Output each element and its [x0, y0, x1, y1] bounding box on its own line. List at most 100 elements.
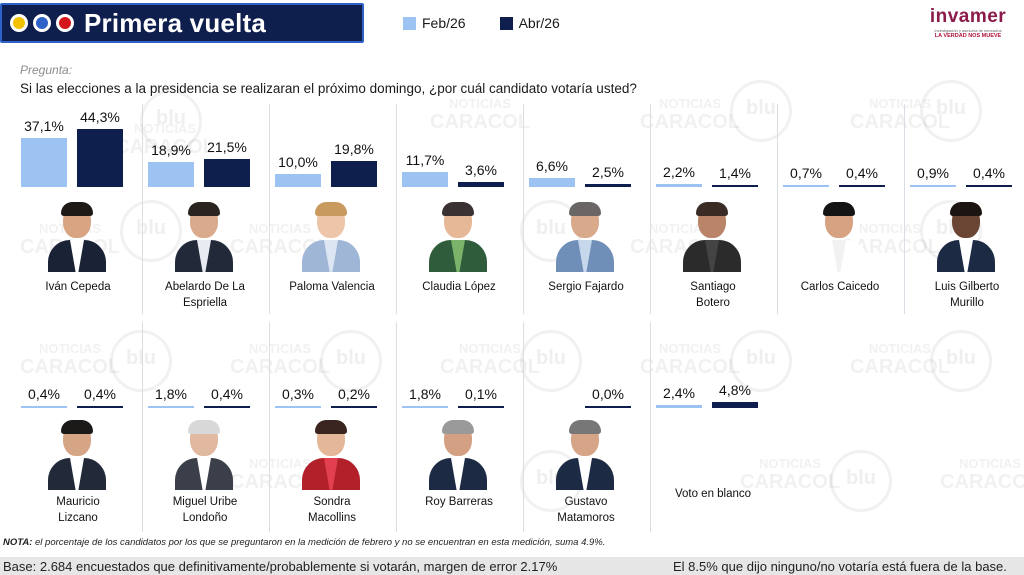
- candidate-panel: 18,9% 21,5% Abelardo De La Espriella: [142, 0, 268, 575]
- photo-hair: [569, 420, 601, 434]
- feb-value-label: 6,6%: [536, 158, 568, 175]
- feb-value-label: 0,9%: [917, 165, 949, 181]
- photo-hair: [61, 420, 93, 434]
- feb-bar: [656, 184, 702, 187]
- column-separator: [777, 104, 778, 314]
- candidate-name: Roy Barreras: [396, 494, 522, 510]
- feb-bar: [402, 171, 448, 187]
- feb-value-label: 18,9%: [151, 142, 191, 159]
- feb-bar: [148, 162, 194, 187]
- feb-bar: [783, 185, 829, 187]
- candidate-name: Voto en blanco: [650, 486, 776, 502]
- feb-value-label: 2,2%: [663, 164, 695, 181]
- candidate-name-line: Sondra: [313, 496, 351, 508]
- feb-bar: [21, 406, 67, 408]
- candidate-panel: 0,0% Gustavo Matamoros: [523, 0, 649, 575]
- footer-note-label: NOTA:: [3, 537, 33, 548]
- blue-dot-icon: [33, 14, 51, 32]
- candidate-name-line: Miguel Uribe: [172, 496, 238, 508]
- column-separator: [650, 322, 651, 532]
- feb-bar: [656, 404, 702, 408]
- candidate-photo: [937, 202, 995, 272]
- abr-bar: [585, 183, 631, 187]
- candidate-panel: 2,4% 4,8% Voto en blanco: [650, 0, 776, 575]
- footer-excluded-text: El 8.5% que dijo ninguno/no votaría está…: [673, 559, 1007, 574]
- brand-logo: invamer Investigación y asesoría de merc…: [924, 6, 1012, 39]
- candidate-name: Claudia López: [396, 279, 522, 295]
- candidate-name-line: Luis Gilberto: [934, 281, 1000, 293]
- candidate-photo: [48, 420, 106, 490]
- abr-value-label: 0,2%: [338, 386, 370, 402]
- legend-label-abr: Abr/26: [518, 15, 560, 31]
- abr-value-label: 0,4%: [84, 386, 116, 402]
- brand-name: invamer: [929, 6, 1007, 27]
- photo-hair: [315, 420, 347, 434]
- candidate-panel: 10,0% 19,8% Paloma Valencia: [269, 0, 395, 575]
- abr-bar: [712, 185, 758, 187]
- photo-hair: [188, 202, 220, 216]
- candidate-panel: 0,3% 0,2% Sondra Macollins: [269, 0, 395, 575]
- candidate-name-line: Londoño: [182, 512, 228, 524]
- feb-bar: [910, 185, 956, 187]
- candidate-photo: [302, 202, 360, 272]
- candidate-name-line: Claudia López: [422, 281, 496, 293]
- legend-swatch-abr: [499, 16, 513, 30]
- column-separator: [650, 104, 651, 314]
- candidate-name: Iván Cepeda: [15, 279, 141, 295]
- photo-hair: [696, 202, 728, 216]
- candidate-name-line: Murillo: [950, 297, 984, 309]
- column-separator: [396, 322, 397, 532]
- candidate-panel: 0,7% 0,4% Carlos Caicedo: [777, 0, 903, 575]
- abr-value-label: 19,8%: [334, 141, 374, 158]
- feb-bar: [21, 138, 67, 187]
- footer-base-text: Base: 2.684 encuestados que definitivame…: [3, 559, 558, 574]
- red-dot-icon: [56, 14, 74, 32]
- feb-value-label: 10,0%: [278, 153, 318, 170]
- photo-hair: [61, 202, 93, 216]
- abr-value-label: 1,4%: [719, 165, 751, 181]
- candidate-panel: 1,8% 0,4% Miguel Uribe Londoño: [142, 0, 268, 575]
- abr-value-label: 0,4%: [211, 386, 243, 402]
- candidate-name: Luis Gilberto Murillo: [904, 279, 1024, 311]
- feb-value-label: 1,8%: [155, 385, 187, 402]
- candidate-name: Mauricio Lizcano: [15, 494, 141, 526]
- candidate-name-line: Voto en blanco: [674, 488, 752, 500]
- photo-hair: [315, 202, 347, 216]
- candidate-photo: [175, 420, 233, 490]
- candidate-photo: [48, 202, 106, 272]
- candidate-name: Sondra Macollins: [269, 494, 395, 526]
- candidate-name: Sergio Fajardo: [523, 279, 649, 295]
- abr-bar: [458, 182, 504, 187]
- abr-value-label: 0,4%: [973, 165, 1005, 181]
- brand-subtitle: Investigación y asesoría de mercados: [934, 28, 1002, 33]
- candidate-name: Abelardo De La Espriella: [142, 279, 268, 311]
- abr-value-label: 4,8%: [719, 381, 751, 398]
- legend-swatch-feb: [403, 16, 416, 30]
- candidate-name-line: Macollins: [308, 512, 356, 524]
- abr-bar: [331, 406, 377, 408]
- column-separator: [396, 104, 397, 314]
- chart-legend: Feb/26 Abr/26: [403, 15, 594, 31]
- feb-bar: [275, 173, 321, 187]
- column-separator: [523, 322, 524, 532]
- feb-value-label: 1,8%: [409, 385, 441, 402]
- abr-value-label: 3,6%: [465, 162, 497, 179]
- feb-value-label: 0,7%: [790, 165, 822, 181]
- legend-item-feb: Feb/26: [403, 15, 466, 31]
- footer-bar: Base: 2.684 encuestados que definitivame…: [0, 557, 1024, 575]
- candidate-name-line: Matamoros: [557, 512, 615, 524]
- candidate-panel: 37,1% 44,3% Iván Cepeda: [15, 0, 141, 575]
- candidate-name: Gustavo Matamoros: [523, 494, 649, 526]
- photo-hair: [950, 202, 982, 216]
- feb-value-label: 11,7%: [405, 151, 445, 168]
- feb-value-label: 0,3%: [282, 386, 314, 402]
- photo-hair: [442, 202, 474, 216]
- column-separator: [523, 104, 524, 314]
- candidate-name: Paloma Valencia: [269, 279, 395, 295]
- candidate-name-line: Sergio Fajardo: [548, 281, 624, 293]
- title-dots: [10, 14, 74, 32]
- candidate-panel: 0,9% 0,4% Luis Gilberto Murillo: [904, 0, 1024, 575]
- candidate-name-line: Mauricio: [56, 496, 100, 508]
- candidate-name-line: Roy Barreras: [425, 496, 493, 508]
- abr-bar: [966, 185, 1012, 187]
